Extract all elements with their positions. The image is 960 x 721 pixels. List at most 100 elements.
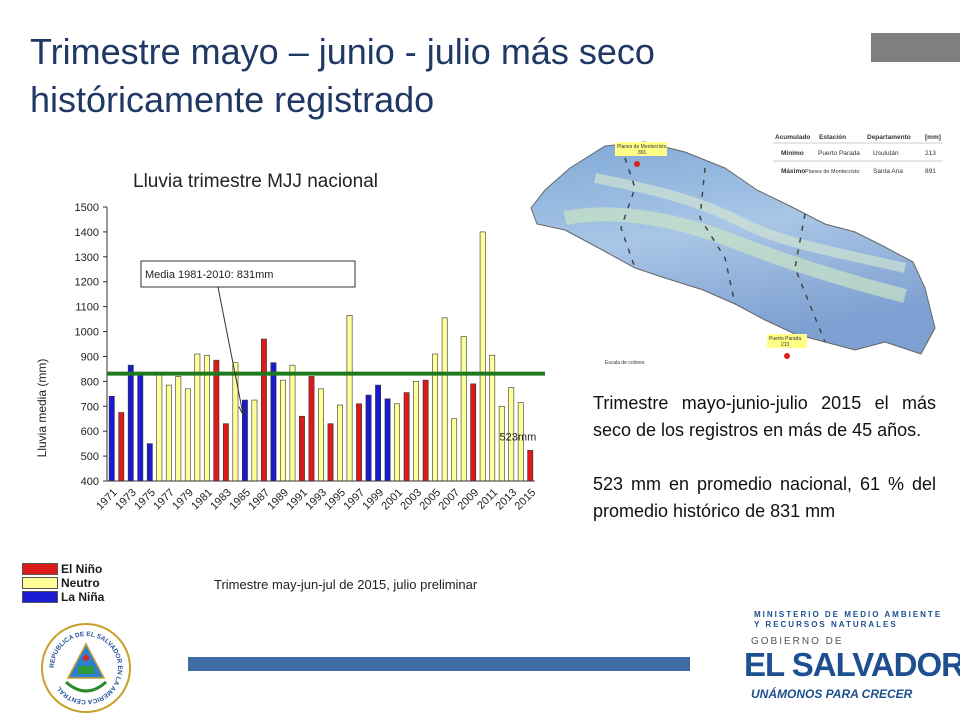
legend-swatch-neutro <box>22 577 58 589</box>
bar <box>375 384 381 482</box>
map-table-cell: Máximo <box>781 168 805 175</box>
x-tick-label: 1973 <box>113 487 139 513</box>
map-min-label-bg <box>767 334 807 348</box>
value-annotation-2015: 523mm <box>500 431 537 443</box>
map-min-marker <box>784 353 790 359</box>
ministry-name-line1: MINISTERIO DE MEDIO AMBIENTE <box>754 610 943 619</box>
map-department-line <box>699 167 736 305</box>
x-tick-label: 1975 <box>132 487 158 513</box>
bar <box>280 379 286 482</box>
bar <box>498 405 505 482</box>
y-tick-label: 400 <box>81 476 99 488</box>
ministry-name-line2: Y RECURSOS NATURALES <box>754 620 898 629</box>
legend-item-la-nina: La Niña <box>22 590 104 604</box>
bar <box>270 362 277 482</box>
bar <box>384 398 391 482</box>
map-table-cell: 891 <box>925 168 936 175</box>
summary-paragraph-1: Trimestre mayo-junio-julio 2015 el más s… <box>593 393 936 440</box>
bar <box>441 317 448 482</box>
legend-label: El Niño <box>61 562 103 576</box>
footer-bar <box>188 657 690 671</box>
bar <box>175 376 182 482</box>
country-name: EL SALVADOR <box>744 646 960 683</box>
x-tick-label: 1979 <box>170 487 196 513</box>
legend-item-el-nino: El Niño <box>22 562 104 576</box>
map-max-label-bg <box>615 142 667 156</box>
map-max-marker <box>634 161 640 167</box>
legend-swatch-la-nina <box>22 591 58 603</box>
x-tick-label: 1989 <box>265 487 291 513</box>
x-tick-label: 2007 <box>436 487 462 513</box>
y-tick-label: 1000 <box>75 327 99 339</box>
bar <box>479 231 486 482</box>
map-scale-label: Escala de colores <box>605 360 645 366</box>
bar <box>356 403 362 482</box>
bar <box>451 418 458 482</box>
bar <box>184 388 191 482</box>
x-tick-label: 1995 <box>322 487 348 513</box>
bar <box>261 338 267 482</box>
map-table-cell: Santa Ana <box>873 168 903 175</box>
y-tick-label: 600 <box>81 426 99 438</box>
bar <box>403 392 410 482</box>
rainfall-bar-chart: 400 500 600 700 800 900 1000 1100 1200 1300 1400 15… <box>35 202 545 513</box>
national-seal: REPUBLICA DE EL SALVADOR EN LA AMERICA C… <box>38 620 134 716</box>
y-tick-label: 1200 <box>75 277 99 289</box>
chart-title: Lluvia trimestre MJJ nacional <box>133 171 378 192</box>
bar <box>289 364 296 482</box>
bar <box>127 364 134 482</box>
bar <box>413 381 420 482</box>
map-max-value: 891 <box>638 150 647 156</box>
bar <box>394 403 401 482</box>
bar <box>318 388 324 482</box>
y-tick-label: 800 <box>81 376 99 388</box>
rainfall-map: Acumulado Estación Departamento [mm] Mín… <box>525 128 945 368</box>
government-slogan: UNÁMONOS PARA CRECER <box>751 687 913 701</box>
x-tick-label: 1987 <box>246 487 272 513</box>
map-table-cell: Planes de Montecristo <box>805 169 859 175</box>
x-tick-label: 2013 <box>494 487 520 513</box>
map-table-header: Estación <box>819 134 846 141</box>
legend-label: La Niña <box>61 590 105 604</box>
government-logo: MINISTERIO DE MEDIO AMBIENTE Y RECURSOS … <box>724 604 960 714</box>
map-table-cell: Puerto Parada <box>818 150 860 157</box>
map-max-label: Planes de Montecristo <box>617 144 667 150</box>
map-department-line <box>620 157 636 269</box>
corner-decoration <box>871 33 960 62</box>
bar <box>137 373 144 482</box>
bar <box>337 404 343 482</box>
legend-swatch-el-nino <box>22 563 58 575</box>
mean-annotation-label: Media 1981-2010: 831mm <box>145 269 273 281</box>
x-tick-label: 1997 <box>341 487 367 513</box>
legend-label: Neutro <box>61 576 100 590</box>
x-tick-label: 1999 <box>360 487 386 513</box>
x-tick-label: 2009 <box>456 487 482 513</box>
x-tick-label: 2015 <box>513 487 539 513</box>
mean-line-group: Media 1981-2010: 831mm <box>107 260 545 416</box>
map-min-value: 213 <box>781 342 790 348</box>
y-tick-label: 1300 <box>75 252 99 264</box>
x-tick-label: 2003 <box>398 487 424 513</box>
bar <box>470 383 477 482</box>
y-tick-label: 500 <box>81 451 99 463</box>
y-axis-label: Lluvia media (mm) <box>35 359 49 458</box>
bar <box>118 412 125 482</box>
x-axis: 1971197319751977197919811983198519871989… <box>94 480 539 513</box>
map-table-cell: Mínimo <box>781 150 804 157</box>
map-graphic: Acumulado Estación Departamento [mm] Mín… <box>530 128 945 366</box>
bar <box>222 423 229 482</box>
bar <box>365 394 372 482</box>
bar <box>346 315 353 482</box>
map-table-bg <box>770 128 945 186</box>
bar <box>146 443 153 482</box>
bar <box>232 362 239 482</box>
x-tick-label: 1981 <box>189 487 215 513</box>
y-tick-label: 1100 <box>75 302 99 314</box>
y-tick-label: 1500 <box>75 202 99 214</box>
slide-title: Trimestre mayo – junio - julio más seco … <box>30 31 655 120</box>
arrow-head <box>238 406 247 416</box>
bar <box>165 384 172 482</box>
chart-caption: Trimestre may-jun-jul de 2015, julio pre… <box>214 577 478 592</box>
seal-graphic: REPUBLICA DE EL SALVADOR EN LA AMERICA C… <box>41 623 131 713</box>
x-tick-label: 1993 <box>303 487 329 513</box>
